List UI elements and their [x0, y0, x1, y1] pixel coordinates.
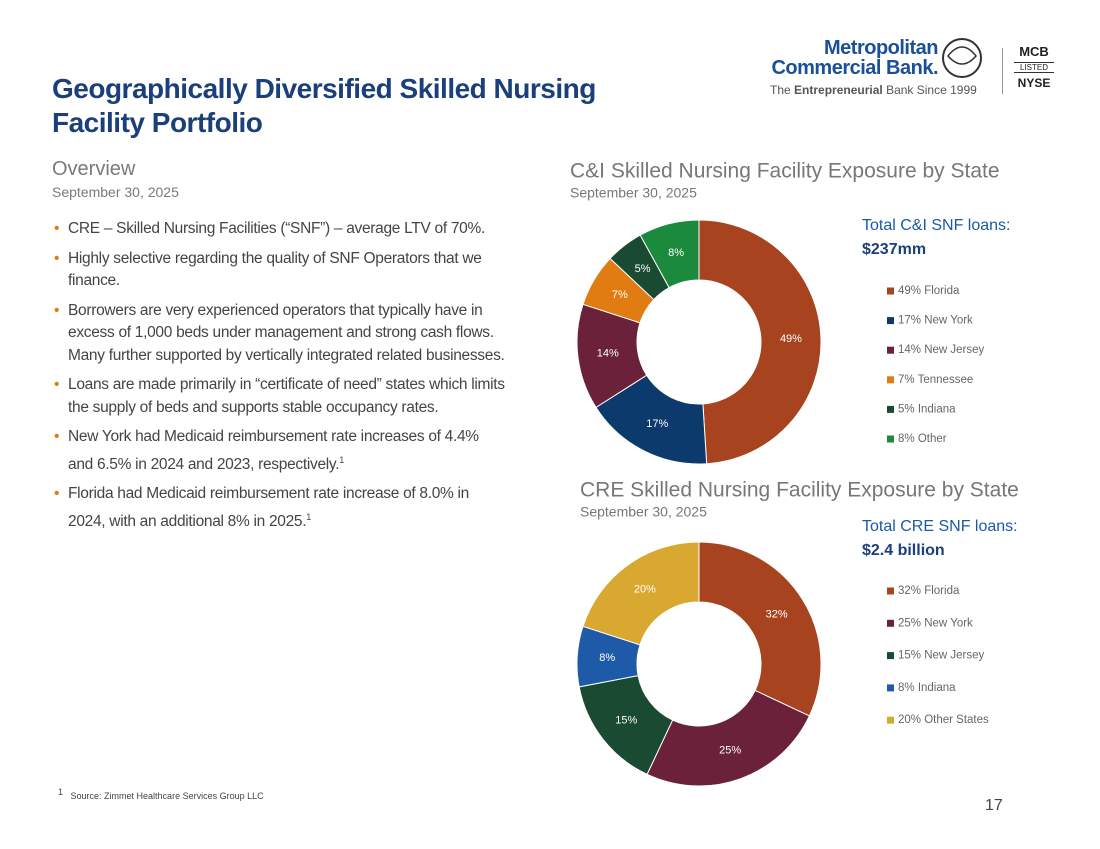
- legend-label: 8% Indiana: [898, 682, 956, 694]
- total-value: $237mm: [862, 241, 926, 258]
- ticker: MCB: [1019, 44, 1049, 59]
- legend-label: 49% Florida: [898, 285, 960, 297]
- bullet-text: Borrowers are very experienced operators…: [68, 301, 505, 364]
- footnote: 1 Source: Zimmet Healthcare Services Gro…: [58, 787, 264, 801]
- total-label: Total C&I SNF loans:: [862, 217, 1011, 234]
- chart-title: C&I Skilled Nursing Facility Exposure by…: [570, 160, 1000, 183]
- legend-label: 17% New York: [898, 315, 973, 327]
- legend-swatch: [887, 376, 894, 384]
- total-label: Total CRE SNF loans:: [862, 518, 1018, 535]
- logo-tagline: The Entrepreneurial Bank Since 1999: [770, 83, 977, 97]
- chart-subtitle: September 30, 2025: [570, 185, 697, 201]
- footnote-ref: 1: [339, 454, 344, 465]
- legend-swatch: [887, 619, 894, 627]
- slice-label: 25%: [719, 744, 741, 756]
- footnote-text: Source: Zimmet Healthcare Services Group…: [70, 791, 264, 801]
- slice-label: 49%: [780, 333, 802, 345]
- overview-heading: Overview: [52, 158, 136, 180]
- bullet-text: Florida had Medicaid reimbursement rate …: [68, 485, 470, 530]
- legend-swatch: [887, 405, 894, 413]
- donut-slice: [639, 219, 700, 289]
- legend-swatch: [887, 684, 894, 692]
- legend-label: 14% New Jersey: [898, 344, 985, 356]
- bullet-text: Highly selective regarding the quality o…: [68, 249, 482, 290]
- bullet-text: CRE – Skilled Nursing Facilities (“SNF”)…: [68, 220, 485, 237]
- legend-swatch: [887, 346, 894, 354]
- tagline-text: Bank Since 1999: [886, 83, 977, 97]
- logo-name: Metropolitan Commercial Bank.: [770, 38, 938, 78]
- slice-label: 7%: [612, 289, 628, 301]
- slice-label: 8%: [599, 652, 615, 664]
- footnote-number: 1: [58, 787, 64, 797]
- legend-label: 7% Tennessee: [898, 374, 973, 386]
- legend-label: 25% New York: [898, 617, 973, 629]
- legend-label: 5% Indiana: [898, 403, 956, 415]
- bullet: Florida had Medicaid reimbursement rate …: [52, 483, 507, 533]
- bullet-text: Loans are made primarily in “certificate…: [68, 376, 505, 416]
- legend-label: 15% New Jersey: [898, 650, 985, 662]
- slice-label: 32%: [766, 609, 788, 621]
- logo-line: Commercial Bank.: [771, 57, 938, 79]
- logo-line: Metropolitan: [824, 37, 939, 59]
- bullet-list: CRE – Skilled Nursing Facilities (“SNF”)…: [52, 218, 507, 540]
- donut-slice: [582, 541, 700, 646]
- tagline-bold: Entrepreneurial: [794, 83, 883, 97]
- bullet: CRE – Skilled Nursing Facilities (“SNF”)…: [52, 218, 507, 241]
- chart-subtitle: September 30, 2025: [580, 504, 707, 520]
- donut-slice: [698, 541, 822, 717]
- bullet: Borrowers are very experienced operators…: [52, 300, 507, 368]
- legend-swatch: [887, 435, 894, 443]
- legend-swatch: [887, 287, 894, 295]
- chart-title: CRE Skilled Nursing Facility Exposure by…: [580, 479, 1019, 502]
- listed: LISTED: [1014, 62, 1054, 73]
- donut-slice: [698, 219, 822, 465]
- overview-date: September 30, 2025: [52, 184, 179, 200]
- legend-swatch: [887, 716, 894, 724]
- slice-label: 14%: [597, 347, 619, 359]
- slice-label: 15%: [615, 714, 637, 726]
- slice-label: 17%: [646, 418, 668, 430]
- bullet: Highly selective regarding the quality o…: [52, 248, 507, 293]
- legend-label: 32% Florida: [898, 585, 960, 597]
- bullet-text: New York had Medicaid reimbursement rate…: [68, 428, 479, 473]
- exchange: NYSE: [1017, 76, 1051, 90]
- slice-label: 20%: [634, 583, 656, 595]
- slice-label: 8%: [668, 247, 684, 259]
- page-number: 17: [985, 797, 1003, 814]
- footnote-ref: 1: [306, 511, 311, 522]
- bullet: Loans are made primarily in “certificate…: [52, 374, 507, 419]
- tagline-text: The: [770, 83, 791, 97]
- bullet: New York had Medicaid reimbursement rate…: [52, 426, 507, 476]
- total-value: $2.4 billion: [862, 542, 945, 559]
- legend-label: 8% Other: [898, 433, 947, 445]
- slice-label: 5%: [635, 263, 651, 275]
- slide-title: Geographically Diversified Skilled Nursi…: [52, 73, 596, 138]
- logo-emblem: [942, 38, 982, 78]
- legend-label: 20% Other States: [898, 714, 989, 726]
- legend-swatch: [887, 317, 894, 325]
- legend-swatch: [887, 652, 894, 660]
- legend-swatch: [887, 587, 894, 595]
- divider: [1002, 48, 1003, 94]
- donut-slice: [646, 689, 811, 787]
